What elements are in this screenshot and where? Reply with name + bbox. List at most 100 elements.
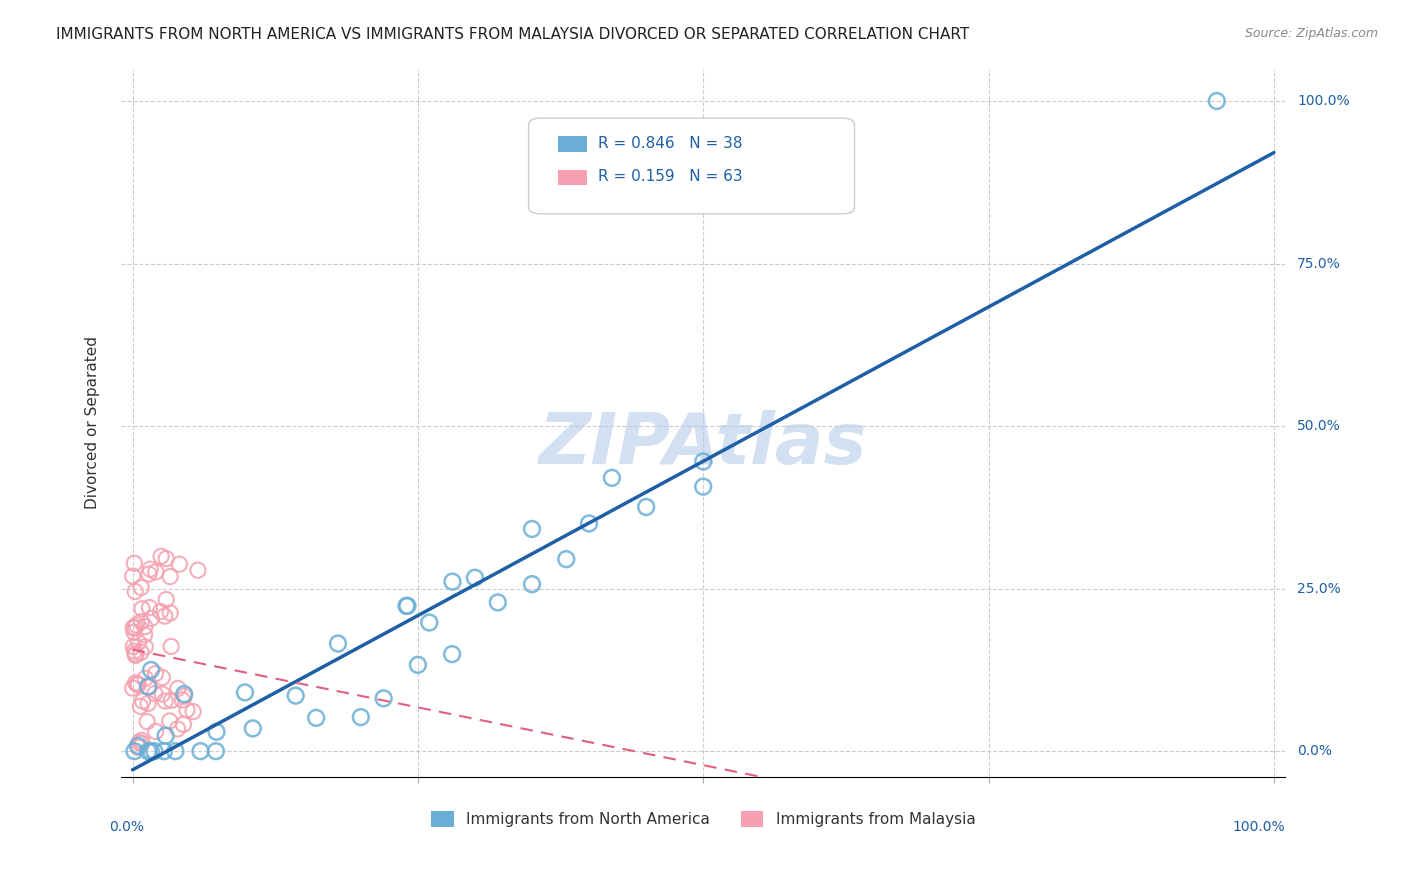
Point: [124, 557, 146, 571]
Text: 0.0%: 0.0%: [1296, 744, 1331, 758]
Point: [127, 635, 149, 649]
Point: [520, 577, 543, 591]
Point: [441, 647, 464, 661]
Point: [396, 599, 419, 613]
Point: [173, 687, 195, 701]
Point: [124, 620, 146, 634]
Point: [150, 671, 173, 685]
Text: 75.0%: 75.0%: [1296, 257, 1341, 270]
Point: [350, 710, 373, 724]
Legend: Immigrants from North America, Immigrants from Malaysia: Immigrants from North America, Immigrant…: [425, 805, 981, 833]
Text: 100.0%: 100.0%: [1296, 94, 1350, 108]
Point: [138, 567, 160, 582]
Point: [129, 699, 152, 714]
Point: [692, 454, 714, 468]
Point: [169, 558, 191, 572]
Point: [136, 714, 159, 729]
Point: [139, 562, 162, 576]
Point: [143, 687, 166, 701]
Point: [124, 644, 146, 658]
Point: [160, 693, 183, 707]
Point: [131, 694, 153, 708]
Point: [138, 600, 160, 615]
Point: [160, 640, 183, 654]
Point: [122, 640, 145, 654]
Point: [145, 666, 167, 681]
Point: [165, 744, 187, 758]
Text: 0.0%: 0.0%: [110, 820, 145, 834]
Text: IMMIGRANTS FROM NORTH AMERICA VS IMMIGRANTS FROM MALAYSIA DIVORCED OR SEPARATED : IMMIGRANTS FROM NORTH AMERICA VS IMMIGRA…: [56, 27, 970, 42]
FancyBboxPatch shape: [529, 118, 855, 214]
Text: 25.0%: 25.0%: [1296, 582, 1341, 596]
Point: [131, 601, 153, 615]
Point: [176, 703, 198, 717]
Point: [326, 636, 349, 650]
Point: [153, 694, 176, 708]
Point: [205, 744, 228, 758]
Point: [205, 724, 228, 739]
Point: [136, 744, 159, 758]
Point: [153, 744, 176, 758]
Point: [124, 647, 146, 661]
Point: [159, 714, 181, 728]
Point: [134, 671, 156, 685]
Point: [145, 724, 167, 739]
Point: [395, 599, 418, 613]
Point: [166, 722, 188, 736]
Point: [131, 736, 153, 750]
Text: R = 0.846   N = 38: R = 0.846 N = 38: [599, 136, 742, 151]
FancyBboxPatch shape: [558, 136, 586, 153]
Text: Source: ZipAtlas.com: Source: ZipAtlas.com: [1244, 27, 1378, 40]
Point: [284, 689, 307, 703]
Point: [190, 744, 212, 758]
Point: [121, 681, 143, 695]
Point: [167, 681, 190, 696]
Point: [138, 680, 160, 694]
Point: [122, 621, 145, 635]
Point: [136, 697, 159, 711]
Point: [127, 739, 149, 753]
Point: [464, 571, 486, 585]
Point: [520, 522, 543, 536]
Point: [127, 677, 149, 691]
Point: [155, 729, 177, 743]
Point: [305, 711, 328, 725]
Point: [150, 549, 173, 564]
Point: [159, 569, 181, 583]
Point: [172, 717, 194, 731]
Point: [153, 609, 176, 624]
Point: [121, 569, 143, 583]
Y-axis label: Divorced or Separated: Divorced or Separated: [86, 336, 100, 509]
Point: [578, 516, 600, 531]
Point: [149, 605, 172, 619]
Point: [131, 733, 153, 747]
Point: [600, 471, 623, 485]
Point: [173, 689, 195, 703]
Point: [127, 677, 149, 691]
Point: [152, 687, 174, 701]
Point: [555, 552, 578, 566]
Text: 50.0%: 50.0%: [1296, 419, 1341, 434]
Point: [124, 675, 146, 690]
Point: [486, 595, 509, 609]
Point: [155, 551, 177, 566]
Point: [134, 640, 156, 654]
Point: [136, 680, 159, 694]
Point: [692, 480, 714, 494]
Point: [418, 615, 440, 630]
Point: [406, 657, 429, 672]
Point: [129, 615, 152, 629]
Point: [181, 705, 204, 719]
Point: [159, 606, 181, 620]
Text: 100.0%: 100.0%: [1233, 820, 1285, 834]
Point: [242, 722, 264, 736]
Point: [124, 584, 146, 599]
Point: [373, 691, 395, 706]
FancyBboxPatch shape: [558, 169, 586, 186]
Point: [125, 618, 148, 632]
Point: [127, 740, 149, 755]
Point: [1205, 94, 1227, 108]
Point: [122, 625, 145, 640]
Point: [155, 592, 177, 607]
Point: [143, 744, 166, 758]
